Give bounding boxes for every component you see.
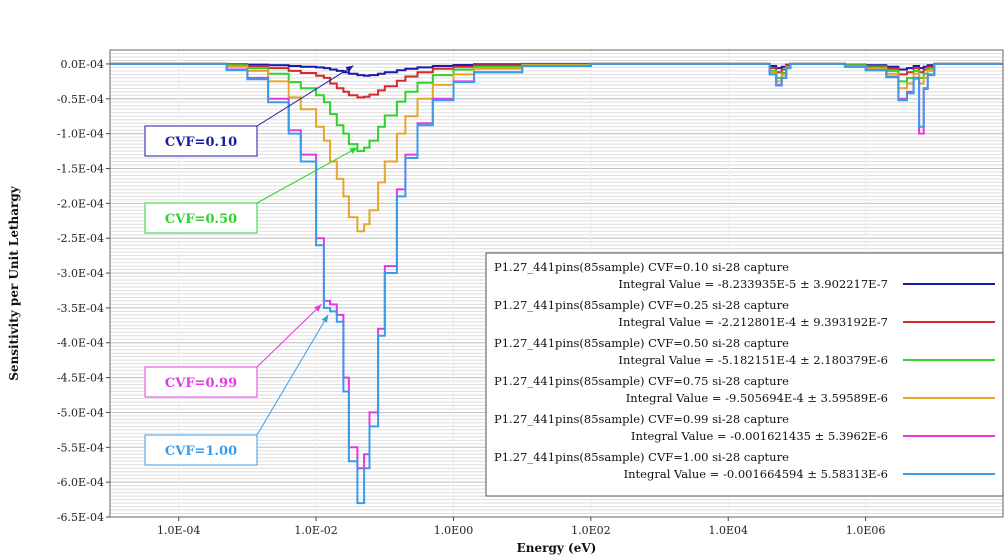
y-tick-label: -5.0E-04 [57,406,104,419]
x-axis: 1.0E-04 1.0E-02 1.0E00 1.0E02 1.0E04 1.0E06 [157,517,885,537]
legend: P1.27_441pins(85sample) CVF=0.10 si-28 c… [485,252,1004,497]
y-tick-label: -1.5E-04 [57,162,104,175]
x-tick-label: 1.0E04 [708,524,748,537]
annotation-box [144,125,258,157]
y-tick-label: -4.0E-04 [57,337,104,350]
legend-series-name: P1.27_441pins(85sample) CVF=0.10 si-28 c… [494,260,789,274]
legend-integral-value: Integral Value = -5.182151E-4 ± 2.180379… [618,353,888,367]
legend-series-name: P1.27_441pins(85sample) CVF=0.25 si-28 c… [494,298,789,312]
annotation-label: CVF=0.99 [165,376,237,391]
annotation-arrowhead [345,65,354,73]
annotation-arrow [256,304,322,368]
x-tick-label: 1.0E-02 [294,524,337,537]
annotation-arrowhead [349,147,358,154]
y-tick-label: -6.5E-04 [57,511,104,524]
y-tick-label: -4.5E-04 [57,372,104,385]
legend-integral-value: Integral Value = -8.233935E-5 ± 3.902217… [618,277,888,291]
annotation-box [144,202,258,234]
annotations: CVF=0.10 CVF=0.50 CVF=0.99 CVF=1.00 [144,65,358,466]
series-line-6 [110,62,1003,505]
y-axis: 0.0E-04 -0.5E-04 -1.0E-04 -1.5E-04 -2.0E-04 -… [57,58,110,524]
legend-series-name: P1.27_441pins(85sample) CVF=0.99 si-28 c… [494,412,789,426]
y-tick-label: -6.0E-04 [57,476,104,489]
y-tick-label: -3.0E-04 [57,267,104,280]
legend-series-name: P1.27_441pins(85sample) CVF=0.75 si-28 c… [494,374,789,388]
x-tick-label: 1.0E00 [434,524,474,537]
legend-box [485,252,1004,497]
annotation-arrow [256,65,354,127]
annotation-arrowhead [314,304,322,312]
annotation-label: CVF=0.10 [165,135,237,150]
y-tick-label: -3.5E-04 [57,302,104,315]
legend-series-name: P1.27_441pins(85sample) CVF=0.50 si-28 c… [494,336,789,350]
annotation-arrowhead [321,314,329,323]
legend-integral-value: Integral Value = -9.505694E-4 ± 3.59589E… [626,391,888,405]
annotation-box [144,366,258,398]
annotation-arrow [256,314,329,436]
x-tick-label: 1.0E02 [571,524,611,537]
x-tick-label: 1.0E-04 [157,524,200,537]
legend-integral-value: Integral Value = -2.212801E-4 ± 9.393192… [618,315,888,329]
plot-series [110,62,1003,505]
annotation-label: CVF=0.50 [165,212,237,227]
legend-integral-value: Integral Value = -0.001621435 ± 5.3962E-… [631,429,888,443]
legend-series-name: P1.27_441pins(85sample) CVF=1.00 si-28 c… [494,450,789,464]
x-tick-label: 1.0E06 [846,524,886,537]
annotation-label: CVF=1.00 [165,444,237,459]
y-tick-label: 0.0E-04 [61,58,104,71]
x-axis-label: Energy (eV) [517,541,597,555]
y-tick-label: -0.5E-04 [57,93,104,106]
annotation-arrow [256,147,358,204]
legend-integral-value: Integral Value = -0.001664594 ± 5.58313E… [624,467,888,481]
y-tick-label: -2.0E-04 [57,197,104,210]
y-tick-label: -5.5E-04 [57,441,104,454]
y-tick-label: -2.5E-04 [57,232,104,245]
y-axis-label: Sensitivity per Unit Lethargy [7,185,21,380]
y-tick-label: -1.0E-04 [57,128,104,141]
annotation-box [144,434,258,466]
